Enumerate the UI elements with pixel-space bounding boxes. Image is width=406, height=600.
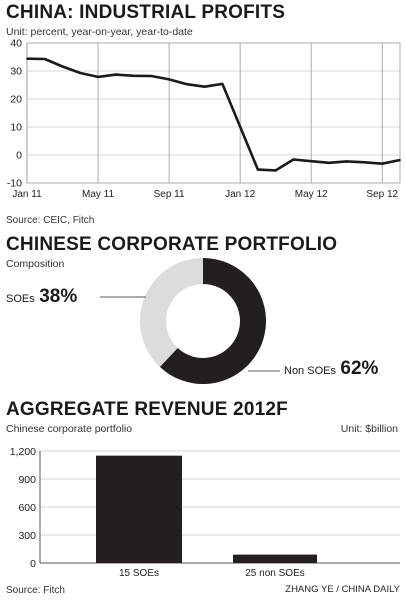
bar xyxy=(233,554,317,563)
y-tick-label: -10 xyxy=(7,178,22,190)
data-point xyxy=(97,75,99,78)
data-point xyxy=(168,78,170,81)
revenue-unit: Unit: $billion xyxy=(340,423,398,435)
soe-slice-label: SOEs 38% xyxy=(6,286,77,308)
y-tick-label: 1,200 xyxy=(10,446,36,458)
profits-source: Source: CEIC, Fitch xyxy=(6,215,95,226)
data-point xyxy=(257,168,259,171)
soe-slice xyxy=(140,258,203,367)
soe-slice-percent: 38% xyxy=(39,286,78,307)
nonsoe-slice-percent: 62% xyxy=(340,358,379,379)
x-tick-label: May 11 xyxy=(82,189,114,200)
data-point xyxy=(274,169,277,172)
data-point xyxy=(132,74,135,77)
x-tick-label: 25 non SOEs xyxy=(245,568,304,579)
y-tick-label: 40 xyxy=(10,38,22,50)
x-tick-label: Jan 11 xyxy=(12,189,42,200)
y-tick-label: 0 xyxy=(30,558,36,570)
profits-title: CHINA: INDUSTRIAL PROFITS xyxy=(6,2,286,23)
y-tick-label: 20 xyxy=(10,94,22,106)
revenue-subtitle: Chinese corporate portfolio xyxy=(6,423,133,435)
x-tick-label: 15 SOEs xyxy=(119,568,159,579)
nonsoe-slice-label: Non SOEs 62% xyxy=(284,358,378,380)
data-point xyxy=(345,160,348,163)
soe-slice-name: SOEs xyxy=(6,293,35,305)
y-tick-label: 600 xyxy=(18,502,36,514)
x-tick-label: Jan 12 xyxy=(225,189,255,200)
data-point xyxy=(221,82,224,85)
data-point xyxy=(185,83,188,86)
y-tick-label: 10 xyxy=(10,122,22,134)
x-tick-label: May 12 xyxy=(295,189,328,200)
profits-line-chart: -10 0 10 20 30 40 Jan 11 May 11 Sep 11 Jan 12 May … xyxy=(7,38,401,200)
data-point xyxy=(310,160,313,163)
data-point xyxy=(114,73,117,76)
nonsoe-slice xyxy=(159,258,266,384)
x-tick-label: Sep 12 xyxy=(366,189,398,200)
y-tick-label: 900 xyxy=(18,474,36,486)
y-tick-label: 0 xyxy=(16,150,22,162)
portfolio-donut-chart xyxy=(100,258,280,384)
credit-line: ZHANG YE / CHINA DAILY xyxy=(285,584,400,595)
data-point xyxy=(363,161,366,164)
nonsoe-slice-name: Non SOEs xyxy=(284,365,336,377)
portfolio-subtitle: Composition xyxy=(6,258,65,270)
data-point xyxy=(43,58,46,60)
portfolio-title: CHINESE CORPORATE PORTFOLIO xyxy=(6,234,338,255)
profits-subtitle: Unit: percent, year-on-year, year-to-dat… xyxy=(6,26,193,38)
data-point xyxy=(381,162,384,165)
data-point xyxy=(150,75,153,77)
revenue-title: AGGREGATE REVENUE 2012F xyxy=(6,399,288,420)
data-point xyxy=(203,85,206,88)
data-point xyxy=(79,72,82,74)
y-tick-label: 30 xyxy=(10,66,22,78)
data-point xyxy=(61,65,64,68)
data-point xyxy=(399,159,401,161)
x-tick-label: Sep 11 xyxy=(154,189,185,200)
data-point xyxy=(26,57,28,60)
revenue-bar-chart: 0 300 600 900 1,200 15 SOEs 25 non SOEs xyxy=(10,446,400,579)
data-point xyxy=(292,158,295,161)
y-tick-label: 300 xyxy=(18,530,36,542)
bar xyxy=(96,455,182,563)
revenue-source: Source: Fitch xyxy=(6,585,65,596)
series-line xyxy=(26,57,401,172)
data-point xyxy=(328,161,330,164)
